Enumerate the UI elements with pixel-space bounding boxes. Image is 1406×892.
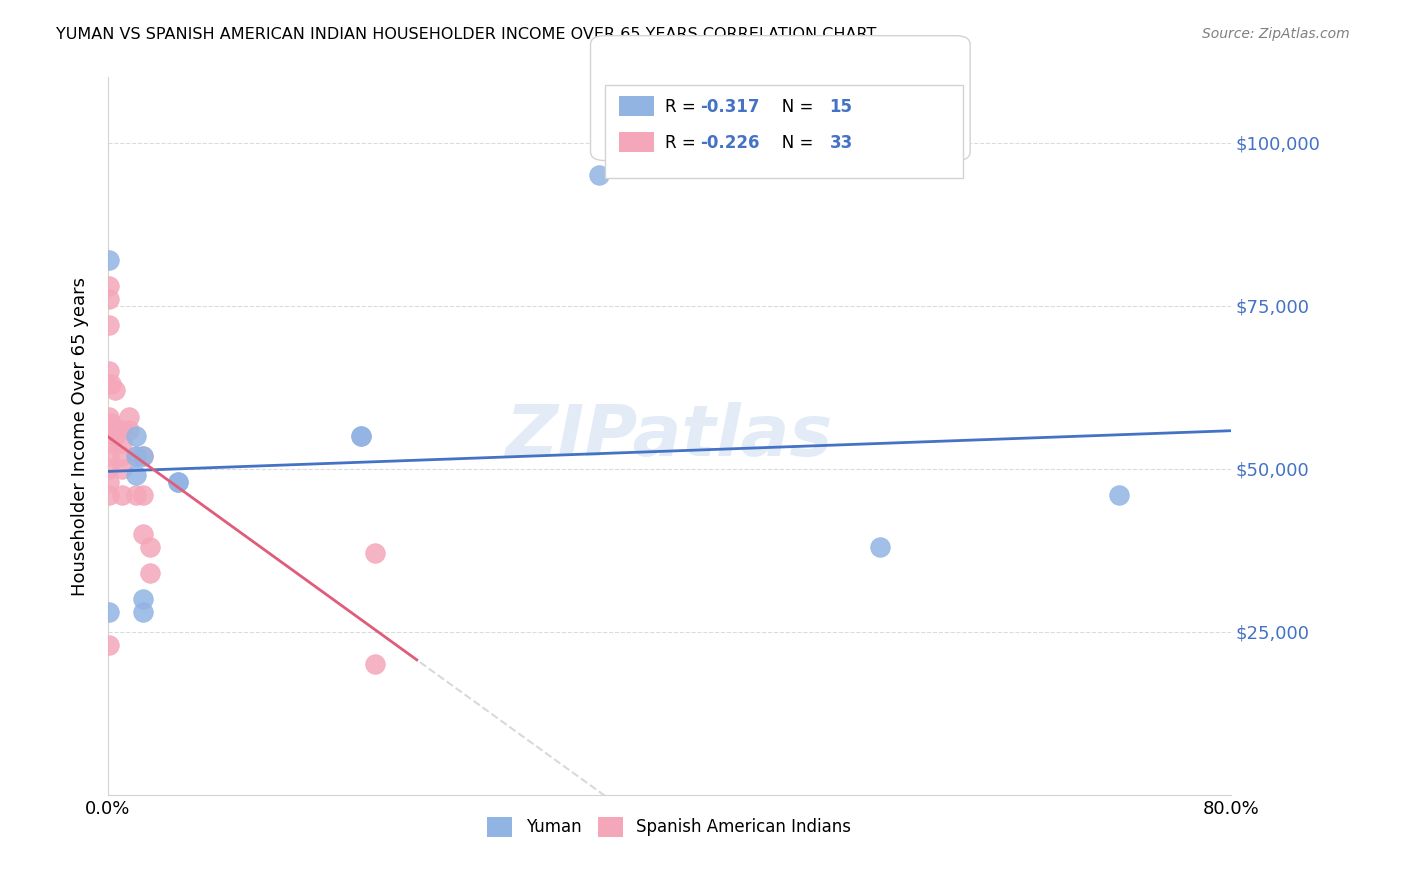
Text: YUMAN VS SPANISH AMERICAN INDIAN HOUSEHOLDER INCOME OVER 65 YEARS CORRELATION CH: YUMAN VS SPANISH AMERICAN INDIAN HOUSEHO… <box>56 27 876 42</box>
Point <box>132 527 155 541</box>
Point <box>98 318 121 333</box>
Point <box>588 168 610 182</box>
Point <box>132 605 155 619</box>
Point <box>98 364 121 378</box>
Text: N =: N = <box>766 134 818 152</box>
Point <box>118 423 141 437</box>
Point <box>100 416 122 430</box>
Point <box>111 435 134 450</box>
Text: R =: R = <box>665 134 702 152</box>
Point <box>363 657 385 672</box>
Point <box>167 475 190 489</box>
Point <box>363 546 385 560</box>
Point <box>100 376 122 391</box>
Text: R =: R = <box>665 98 702 116</box>
Point <box>125 429 148 443</box>
Text: N =: N = <box>766 98 818 116</box>
Text: -0.317: -0.317 <box>700 98 759 116</box>
Point <box>111 461 134 475</box>
Point <box>111 449 134 463</box>
Point <box>98 435 121 450</box>
Point <box>98 279 121 293</box>
Point <box>869 540 891 554</box>
Point <box>98 409 121 424</box>
Point <box>125 468 148 483</box>
Point <box>104 429 127 443</box>
Point <box>125 488 148 502</box>
Text: ZIPatlas: ZIPatlas <box>506 401 834 471</box>
Point <box>104 423 127 437</box>
Point <box>132 488 155 502</box>
Point <box>350 429 373 443</box>
Legend: Yuman, Spanish American Indians: Yuman, Spanish American Indians <box>481 810 858 844</box>
Point <box>98 461 121 475</box>
Point <box>98 488 121 502</box>
Point <box>98 292 121 306</box>
Text: -0.226: -0.226 <box>700 134 759 152</box>
Point <box>111 488 134 502</box>
Point <box>139 566 162 580</box>
Point <box>98 252 121 267</box>
Text: 15: 15 <box>830 98 852 116</box>
Point <box>98 605 121 619</box>
Point <box>104 384 127 398</box>
Point <box>98 475 121 489</box>
Point <box>125 449 148 463</box>
Point <box>125 449 148 463</box>
Point <box>1108 488 1130 502</box>
Point <box>167 475 190 489</box>
Point <box>139 540 162 554</box>
Point <box>98 449 121 463</box>
Point <box>132 449 155 463</box>
Point <box>98 638 121 652</box>
Y-axis label: Householder Income Over 65 years: Householder Income Over 65 years <box>72 277 89 596</box>
Text: Source: ZipAtlas.com: Source: ZipAtlas.com <box>1202 27 1350 41</box>
Point <box>111 423 134 437</box>
Point <box>132 592 155 607</box>
Point <box>350 429 373 443</box>
Point <box>118 409 141 424</box>
Point <box>132 449 155 463</box>
Text: 33: 33 <box>830 134 853 152</box>
Point <box>98 423 121 437</box>
